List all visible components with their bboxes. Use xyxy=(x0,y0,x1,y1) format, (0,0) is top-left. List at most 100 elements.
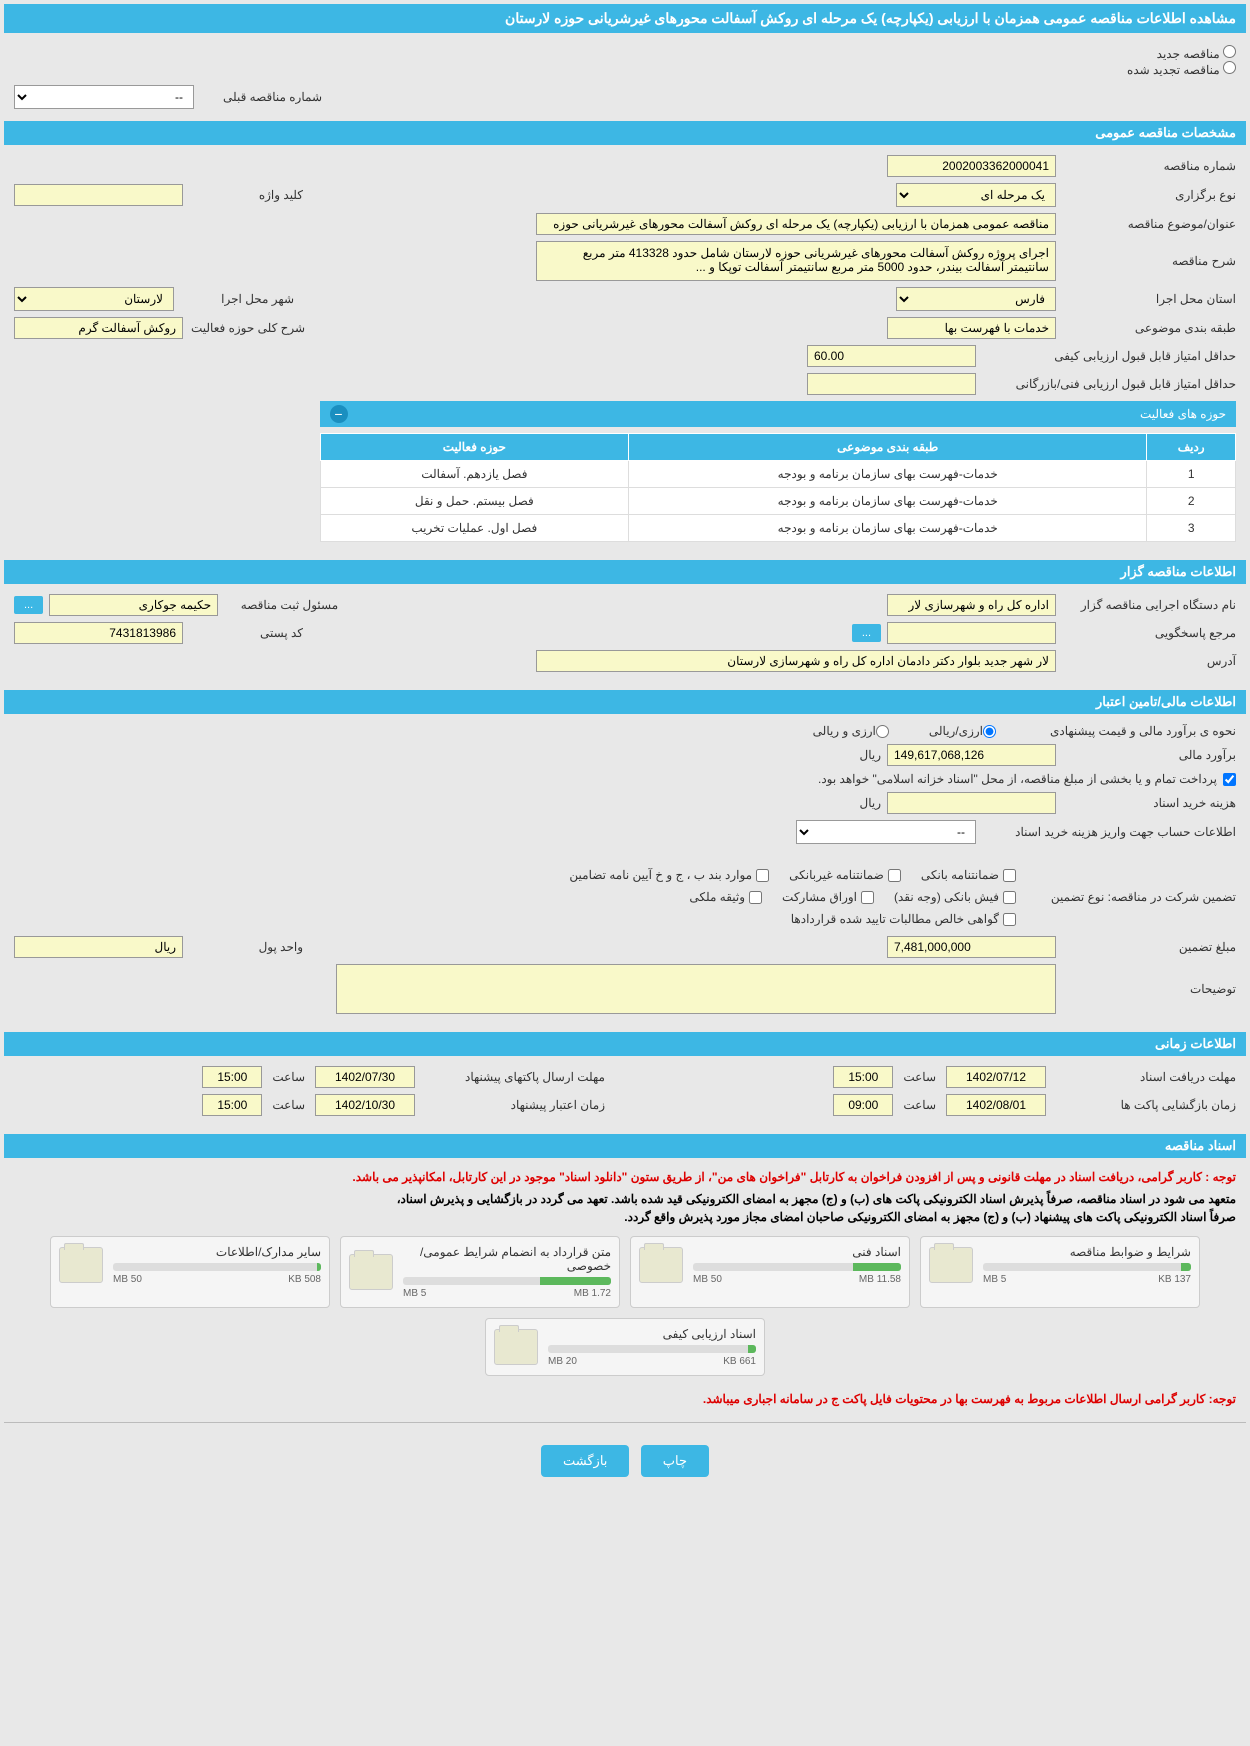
table-row: 1خدمات-فهرست بهای سازمان برنامه و بودجهف… xyxy=(320,461,1236,488)
postal-input[interactable] xyxy=(14,622,183,644)
desc-label: شرح مناقصه xyxy=(1056,254,1236,268)
radio-new-tender[interactable] xyxy=(1223,45,1236,58)
folder-icon xyxy=(59,1247,103,1283)
time-label-1: ساعت xyxy=(903,1070,936,1084)
address-input[interactable] xyxy=(536,650,1056,672)
doc-cost-input[interactable] xyxy=(887,792,1056,814)
doc-used: 1.72 MB xyxy=(574,1288,611,1299)
chk-bank-guarantee-label: ضمانتنامه بانکی xyxy=(921,868,999,882)
method-label: نحوه ی برآورد مالی و قیمت پیشنهادی xyxy=(996,724,1236,738)
treasury-note: پرداخت تمام و یا بخشی از مبلغ مناقصه، از… xyxy=(818,772,1217,786)
doc-cost-label: هزینه خرید اسناد xyxy=(1056,796,1236,810)
resp-label: مسئول ثبت مناقصه xyxy=(218,598,338,612)
doc-cost-unit: ریال xyxy=(859,796,881,810)
unit-currency-input[interactable] xyxy=(14,936,183,958)
open-label: زمان بازگشایی پاکت ها xyxy=(1056,1098,1236,1112)
doc-used: 661 KB xyxy=(723,1356,756,1367)
resp-more-button[interactable]: ... xyxy=(14,596,43,614)
radio-renewed-tender[interactable] xyxy=(1223,61,1236,74)
tender-no-input[interactable] xyxy=(887,155,1056,177)
chk-receivables[interactable] xyxy=(1003,913,1016,926)
col-field: حوزه فعالیت xyxy=(320,434,629,461)
receive-time-input[interactable] xyxy=(833,1066,893,1088)
exec-input[interactable] xyxy=(887,594,1056,616)
send-label: مهلت ارسال پاکتهای پیشنهاد xyxy=(425,1070,605,1084)
unit-currency-label: واحد پول xyxy=(183,940,303,954)
chk-property-label: وثیقه ملکی xyxy=(689,890,745,904)
keyword-input[interactable] xyxy=(14,184,183,206)
doc-cap: 5 MB xyxy=(403,1288,426,1299)
chk-cases[interactable] xyxy=(756,869,769,882)
ref-more-button[interactable]: ... xyxy=(852,624,881,642)
chk-cash-label: فیش بانکی (وجه نقد) xyxy=(894,890,999,904)
remarks-textarea[interactable] xyxy=(336,964,1056,1014)
section-docs: اسناد مناقصه xyxy=(4,1134,1246,1158)
send-date-input[interactable] xyxy=(315,1066,415,1088)
province-label: استان محل اجرا xyxy=(1056,292,1236,306)
docs-notice-3: صرفاً اسناد الکترونیکی پاکت های پیشنهاد … xyxy=(4,1208,1246,1226)
doc-card[interactable]: متن قرارداد به انضمام شرایط عمومی/خصوصی 1… xyxy=(340,1236,620,1308)
prev-tender-label: شماره مناقصه قبلی xyxy=(202,90,322,104)
desc-textarea[interactable]: اجرای پروژه روکش آسفالت محورهای غیرشریان… xyxy=(536,241,1056,281)
validity-time-input[interactable] xyxy=(202,1094,262,1116)
section-timing: اطلاعات زمانی xyxy=(4,1032,1246,1056)
subject-input[interactable] xyxy=(536,213,1056,235)
doc-cap: 5 MB xyxy=(983,1274,1006,1285)
chk-cash[interactable] xyxy=(1003,891,1016,904)
validity-date-input[interactable] xyxy=(315,1094,415,1116)
min-tech-label: حداقل امتیاز قابل قبول ارزیابی فنی/بازرگ… xyxy=(976,377,1236,391)
classification-label: طبقه بندی موضوعی xyxy=(1056,321,1236,335)
min-quality-label: حداقل امتیاز قابل قبول ارزیابی کیفی xyxy=(976,349,1236,363)
radio-new-label: مناقصه جدید xyxy=(1157,47,1220,61)
doc-title: اسناد فنی xyxy=(693,1245,901,1259)
province-select[interactable]: فارس xyxy=(896,287,1056,311)
ref-input[interactable] xyxy=(887,622,1056,644)
type-select[interactable]: یک مرحله ای xyxy=(896,183,1056,207)
receive-date-input[interactable] xyxy=(946,1066,1046,1088)
city-label: شهر محل اجرا xyxy=(174,292,294,306)
print-button[interactable]: چاپ xyxy=(641,1445,709,1477)
section-organizer: اطلاعات مناقصه گزار xyxy=(4,560,1246,584)
estimate-input[interactable] xyxy=(887,744,1056,766)
radio-currency[interactable] xyxy=(983,725,996,738)
doc-card[interactable]: سایر مدارک/اطلاعات508 KB50 MB xyxy=(50,1236,330,1308)
time-label-2: ساعت xyxy=(903,1098,936,1112)
guarantee-amount-input[interactable] xyxy=(887,936,1056,958)
doc-card[interactable]: شرایط و ضوابط مناقصه137 KB5 MB xyxy=(920,1236,1200,1308)
account-select[interactable]: -- xyxy=(796,820,976,844)
doc-title: متن قرارداد به انضمام شرایط عمومی/خصوصی xyxy=(403,1245,611,1273)
radio-both-label: ارزی و ریالی xyxy=(813,724,876,738)
activity-table: ردیف طبقه بندی موضوعی حوزه فعالیت 1خدمات… xyxy=(320,433,1237,542)
collapse-icon[interactable]: − xyxy=(330,405,348,423)
chk-bonds[interactable] xyxy=(861,891,874,904)
open-date-input[interactable] xyxy=(946,1094,1046,1116)
radio-renewed-label: مناقصه تجدید شده xyxy=(1127,63,1220,77)
chk-nonbank[interactable] xyxy=(888,869,901,882)
doc-title: شرایط و ضوابط مناقصه xyxy=(983,1245,1191,1259)
chk-property[interactable] xyxy=(749,891,762,904)
chk-bank-guarantee[interactable] xyxy=(1003,869,1016,882)
guarantee-amount-label: مبلغ تضمین xyxy=(1056,940,1236,954)
doc-cap: 50 MB xyxy=(693,1274,722,1285)
min-quality-input[interactable] xyxy=(807,345,976,367)
chk-receivables-label: گواهی خالص مطالبات تایید شده قراردادها xyxy=(791,912,999,926)
open-time-input[interactable] xyxy=(833,1094,893,1116)
radio-both[interactable] xyxy=(876,725,889,738)
doc-card[interactable]: اسناد ارزیابی کیفی661 KB20 MB xyxy=(485,1318,765,1376)
docs-notice-1: توجه : کاربر گرامی، دریافت اسناد در مهلت… xyxy=(4,1164,1246,1190)
type-label: نوع برگزاری xyxy=(1056,188,1236,202)
resp-input[interactable] xyxy=(49,594,218,616)
classification-input[interactable] xyxy=(887,317,1056,339)
doc-card[interactable]: اسناد فنی11.58 MB50 MB xyxy=(630,1236,910,1308)
city-select[interactable]: لارستان xyxy=(14,287,174,311)
back-button[interactable]: بازگشت xyxy=(541,1445,629,1477)
chk-cases-label: موارد بند ب ، ج و خ آیین نامه تضامین xyxy=(569,868,752,882)
min-tech-input[interactable] xyxy=(807,373,976,395)
send-time-input[interactable] xyxy=(202,1066,262,1088)
estimate-unit: ریال xyxy=(859,748,881,762)
account-label: اطلاعات حساب جهت واریز هزینه خرید اسناد xyxy=(976,825,1236,839)
prev-tender-select[interactable]: -- xyxy=(14,85,194,109)
activity-desc-input[interactable] xyxy=(14,317,183,339)
tender-no-label: شماره مناقصه xyxy=(1056,159,1236,173)
treasury-checkbox[interactable] xyxy=(1223,773,1236,786)
